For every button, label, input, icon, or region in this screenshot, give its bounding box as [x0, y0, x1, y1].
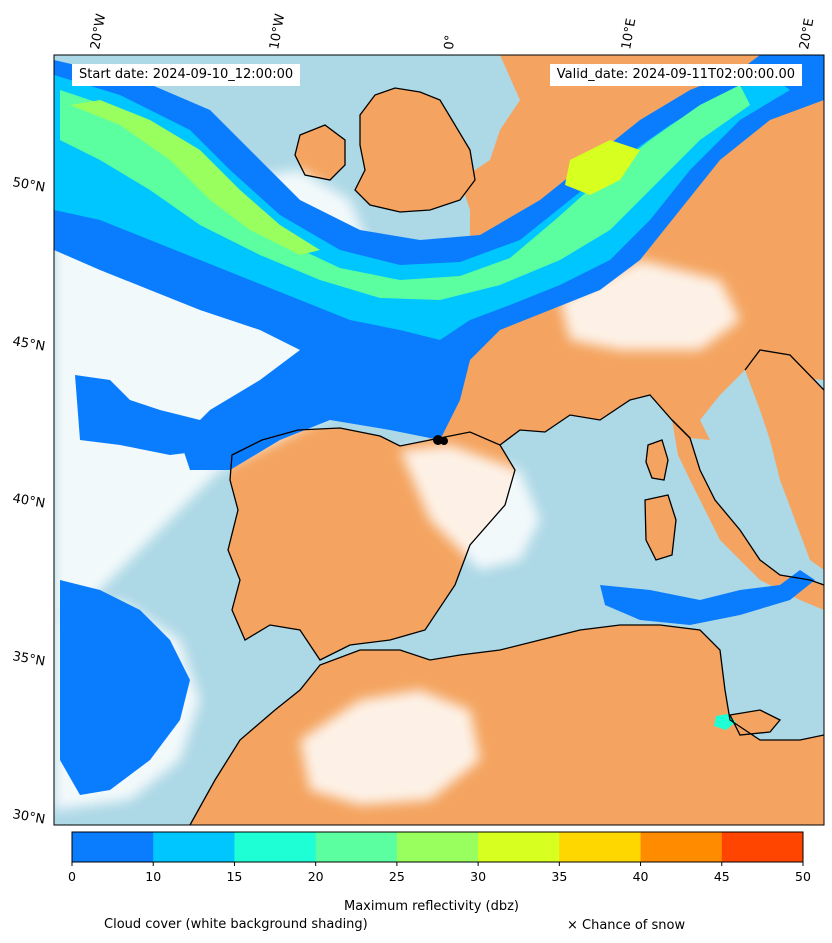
colorbar-tick-label: 40 [633, 869, 649, 884]
coast-corsica [645, 439, 669, 481]
coast-italy [671, 419, 824, 586]
reflectivity-field [54, 55, 824, 795]
refl-med-blobs [600, 570, 815, 625]
snow-chance-note: × Chance of snow [567, 918, 686, 933]
coast-adriatic [744, 349, 824, 391]
latitude-labels: 50°N 45°N 40°N 35°N 30°N [11, 175, 46, 827]
land-balkans [745, 350, 824, 570]
coast-iberia [227, 427, 516, 661]
colorbar-tick-label: 45 [714, 869, 730, 884]
colorbar-segment [234, 832, 317, 862]
colorbar-tick-label: 10 [145, 869, 161, 884]
refl-band-peak [70, 100, 320, 255]
lon-label-20e: 20°E [797, 17, 817, 50]
colorbar-frame [71, 831, 804, 863]
snow-marker [440, 437, 448, 445]
colorbar-tick-label: 0 [68, 869, 76, 884]
lon-label-20w: 20°W [88, 13, 109, 51]
colorbar-tick-label: 35 [551, 869, 567, 884]
cloud-mediterranean [400, 445, 540, 570]
coast-sardinia [644, 494, 677, 561]
colorbar-segment [559, 832, 642, 862]
coast-sicily [729, 709, 782, 736]
colorbar-tick-label: 15 [226, 869, 242, 884]
coast-britain [354, 87, 476, 213]
colorbar-tick-label: 30 [470, 869, 486, 884]
refl-band-core [60, 85, 750, 300]
refl-band-peak-east [565, 140, 640, 195]
land-ireland [295, 125, 345, 180]
refl-band-mid [54, 75, 790, 340]
colorbar-segment [721, 832, 804, 862]
start-date-label: Start date: 2024-09-10_12:00:00 [72, 64, 301, 86]
colorbar-tick-label: 25 [389, 869, 405, 884]
lon-label-0: 0° [442, 34, 458, 50]
lat-label-30n: 30°N [11, 807, 46, 827]
lat-label-50n: 50°N [11, 175, 46, 195]
land-britain [355, 88, 475, 212]
map-area [54, 55, 824, 825]
valid-date-label: Valid_date: 2024-09-11T02:00:00.00 [549, 64, 802, 86]
coast-ireland [294, 124, 346, 181]
cloud-cover-note: Cloud cover (white background shading) [104, 917, 368, 932]
reflectivity-colorbar: 0 10 15 20 25 30 35 40 45 50 [68, 831, 811, 884]
lon-label-10w: 10°W [267, 13, 288, 51]
longitude-labels: 20°W 10°W 0° 10°E 20°E [88, 13, 817, 51]
coast-africa [189, 624, 824, 825]
colorbar-segment [478, 832, 560, 862]
colorbar-segment [153, 832, 235, 862]
colorbar-segment [396, 832, 479, 862]
colorbar-segment [640, 832, 723, 862]
refl-sicily-cell [714, 714, 736, 730]
lon-label-10e: 10°E [619, 17, 639, 50]
land-italy [672, 420, 824, 610]
coastlines [189, 87, 824, 825]
land-sardinia [645, 495, 676, 560]
map-frame [53, 54, 825, 826]
colorbar-tick-label: 20 [308, 869, 324, 884]
colorbar-tick-label: 50 [795, 869, 811, 884]
colorbar-title: Maximum reflectivity (dbz) [344, 899, 519, 914]
lat-label-35n: 35°N [11, 649, 46, 669]
colorbar-segment [315, 832, 398, 862]
cloud-sahara [300, 690, 480, 805]
coast-france [499, 394, 691, 446]
land-corsica [646, 440, 668, 480]
refl-morocco-blobs [60, 580, 190, 795]
colorbar-segment [72, 832, 154, 862]
lat-label-45n: 45°N [11, 334, 46, 354]
lat-label-40n: 40°N [11, 491, 46, 511]
refl-atlantic-blobs [75, 375, 230, 455]
